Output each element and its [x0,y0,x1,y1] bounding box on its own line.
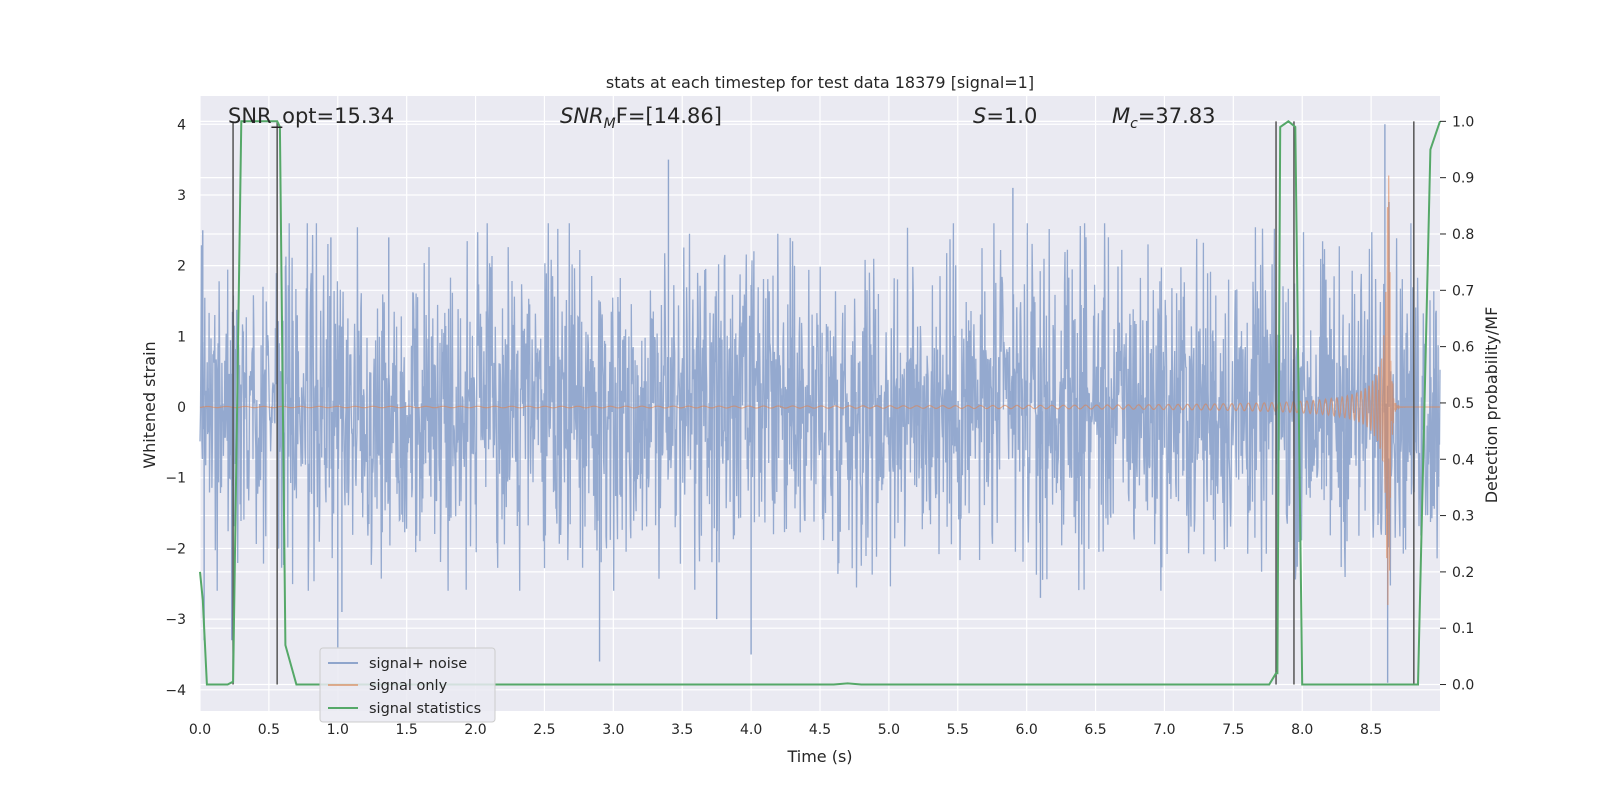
x-tick-label: 1.5 [396,722,418,738]
mc-symbol: M [1112,104,1130,128]
legend-label-noise: signal+ noise [369,656,467,672]
snr-mf-annotation: SNRMF=[14.86] [560,104,722,132]
x-tick-label: 8.5 [1360,722,1382,738]
y-right-tick-label: 0.6 [1452,340,1474,356]
y-right-tick-label: 1.0 [1452,114,1474,130]
s-value: =1.0 [986,104,1037,128]
y-left-tick-label: −3 [165,612,186,628]
snr-opt-annotation: SNR_opt=15.34 [228,104,394,129]
legend-label-statistics: signal statistics [369,701,481,717]
vertical-markers [232,121,1415,685]
s-annotation: S=1.0 [973,104,1037,128]
x-tick-label: 4.0 [740,722,762,738]
signal-statistics-series [199,120,1441,686]
x-tick-label: 2.0 [464,722,486,738]
x-tick-label: 7.0 [1153,722,1175,738]
snr-mf-value: F=[14.86] [616,104,722,128]
x-tick-label: 6.0 [1016,722,1038,738]
y-right-tick-label: 0.0 [1452,678,1474,694]
y-left-tick-label: −1 [165,471,186,487]
x-tick-label: 1.0 [327,722,349,738]
x-tick-label: 6.5 [1084,722,1106,738]
y-left-tick-label: 1 [177,329,186,345]
y-right-axis-label: Detection probability/MF [1482,307,1501,504]
y-right-axis-ticks: 0.0 0.1 0.2 0.3 0.4 0.5 0.6 0.7 0.8 0.9 1.0 [1440,114,1474,694]
y-left-tick-label: −2 [165,541,186,557]
y-right-tick-label: 0.4 [1452,452,1474,468]
x-tick-label: 8.0 [1291,722,1313,738]
mc-annotation: Mc=37.83 [1112,104,1216,132]
legend-label-signal: signal only [369,678,448,694]
mc-value: =37.83 [1138,104,1216,128]
x-tick-label: 5.0 [878,722,900,738]
x-tick-label: 3.0 [602,722,624,738]
y-left-axis-ticks: −4 −3 −2 −1 0 1 2 3 4 [165,117,186,699]
y-right-tick-label: 0.9 [1452,171,1474,187]
x-tick-label: 5.5 [947,722,969,738]
y-left-tick-label: −4 [165,683,186,699]
x-tick-label: 7.5 [1222,722,1244,738]
y-left-tick-label: 2 [177,259,186,275]
snr-mf-symbol: SNR [560,104,604,128]
s-symbol: S [973,104,986,128]
x-tick-label: 3.5 [671,722,693,738]
y-left-tick-label: 3 [177,188,186,204]
y-left-axis-label: Whitened strain [140,341,159,468]
snr-mf-subscript: M [604,116,616,132]
x-axis-label: Time (s) [786,747,852,766]
y-right-tick-label: 0.7 [1452,283,1474,299]
legend: signal+ noise signal only signal statist… [319,647,496,723]
y-right-tick-label: 0.3 [1452,509,1474,525]
y-right-tick-label: 0.1 [1452,621,1474,637]
x-tick-label: 2.5 [533,722,555,738]
y-left-tick-label: 0 [177,400,186,416]
signal-noise-line [199,223,1441,591]
chart-title: stats at each timestep for test data 183… [606,73,1034,92]
x-tick-label: 0.5 [258,722,280,738]
y-left-tick-label: 4 [177,117,186,133]
x-axis-ticks: 0.0 0.5 1.0 1.5 2.0 2.5 3.0 3.5 4.0 4.5 5.0 5.5 6.0 6… [189,722,1382,738]
mc-subscript: c [1130,116,1138,132]
signal-only-series [199,175,1440,606]
signal-only-line [199,175,1440,606]
y-right-tick-label: 0.2 [1452,565,1474,581]
legend-box [319,647,496,723]
x-tick-label: 0.0 [189,722,211,738]
y-right-tick-label: 0.8 [1452,227,1474,243]
x-tick-label: 4.5 [809,722,831,738]
signal-statistics-line [199,120,1441,686]
y-right-tick-label: 0.5 [1452,396,1474,412]
